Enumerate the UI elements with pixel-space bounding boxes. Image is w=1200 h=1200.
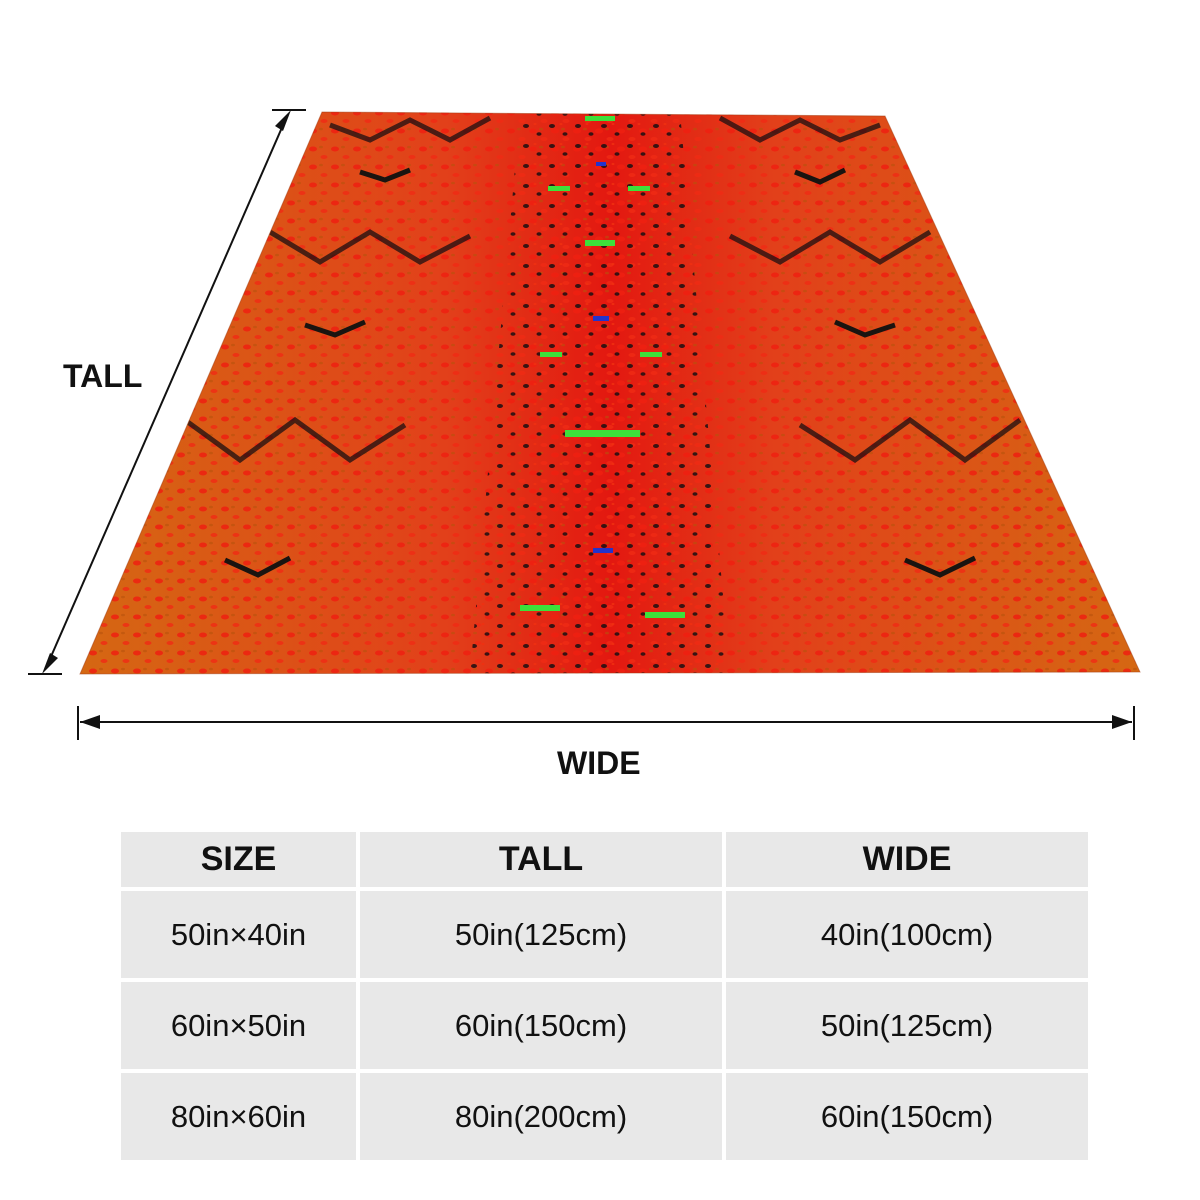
header-size: SIZE [121,832,356,887]
size-cell: 50in×40in [121,891,356,978]
size-cell: 80in×60in [121,1073,356,1160]
blanket-diagram [28,109,1141,740]
tall-label: TALL [63,358,143,394]
size-cell: 60in×50in [121,982,356,1069]
tall-cell: 60in(150cm) [360,982,722,1069]
wide-cell: 50in(125cm) [726,982,1088,1069]
header-tall: TALL [360,832,722,887]
size-table: SIZE TALL WIDE 50in×40in 50in(125cm) 40i… [121,832,1088,1160]
wide-label: WIDE [557,745,641,781]
tall-cell: 80in(200cm) [360,1073,722,1160]
blanket-surface [80,112,1140,674]
wide-dimension-arrow [77,706,1135,740]
blanket-illustration [28,109,1141,740]
tall-cell: 50in(125cm) [360,891,722,978]
header-wide: WIDE [726,832,1088,887]
tall-dimension-arrow [28,109,306,675]
wide-cell: 40in(100cm) [726,891,1088,978]
wide-cell: 60in(150cm) [726,1073,1088,1160]
